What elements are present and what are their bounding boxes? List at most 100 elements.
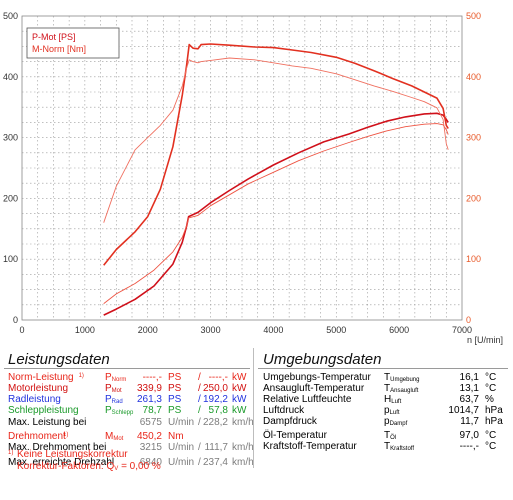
leistung-symbol: MMot (105, 431, 124, 442)
y-right-tick-label: 200 (466, 193, 481, 203)
leistung-row: Norm-Leistung 1) PNorm ----,- PS / ----,- kW (8, 372, 254, 384)
umgebung-label: Ansaugluft-Temperatur (263, 383, 365, 394)
x-tick-label: 4000 (263, 325, 283, 335)
leistung-value-1: 261,3 (136, 394, 162, 405)
x-tick-label: 1000 (75, 325, 95, 335)
leistung-value-2: 192,2 (202, 394, 228, 405)
leistung-value-1: 6840 (139, 457, 162, 468)
x-tick-label: 5000 (326, 325, 346, 335)
umgebung-symbol-sub: Ansaugluft (390, 388, 419, 394)
leistung-row: Radleistung PRad 261,3 PS /192,2 kW (8, 394, 254, 406)
y-left-tick-label: 400 (3, 72, 18, 82)
leistung-symbol: PSchlepp (105, 405, 134, 416)
footnote-korrektur-value: = 0,00 % (121, 461, 161, 472)
leistung-unit-2: km/h (232, 457, 254, 468)
umgebung-symbol: TÖl (384, 430, 397, 441)
leistung-unit-1: PS (168, 394, 182, 405)
leistung-separator: / (198, 394, 201, 405)
umgebung-label: Relative Luftfeuchte (263, 394, 352, 405)
umgebung-unit: °C (485, 372, 497, 383)
umgebung-row: Relative Luftfeuchte HLuft 63,7% (263, 394, 508, 406)
umgebung-symbol-sub: Luft (389, 410, 400, 416)
umgebung-row: Kraftstoff-Temperatur TKraftstoff ----,- °C (263, 441, 508, 453)
footnote-korrektur-sub: V (114, 466, 119, 472)
leistung-label: Max. Leistung bei (8, 417, 87, 428)
y-right-tick-label: 100 (466, 254, 481, 264)
umgebung-row: Ansaugluft-Temperatur TAnsaugluft 13,1 °C (263, 383, 508, 395)
umgebung-unit: °C (485, 441, 497, 452)
panel-separator (253, 348, 254, 468)
leistung-unit-1: U/min (168, 417, 195, 428)
y-left-tick-label: 100 (3, 254, 18, 264)
series-line-1 (103, 112, 449, 316)
umgebung-symbol-sub: Öl (390, 435, 397, 441)
x-tick-label: 3000 (201, 325, 221, 335)
umgebungsdaten-divider (258, 368, 508, 369)
leistung-separator: / (198, 372, 201, 383)
series-line-4 (103, 57, 449, 223)
umgebung-symbol: pLuft (384, 405, 400, 416)
leistung-value-1: 6575 (139, 417, 162, 428)
footnote-korrektur: Korrektur-Faktoren: QV = 0,00 % (17, 461, 161, 475)
leistung-unit-1: PS (168, 372, 182, 383)
leistung-row: Max. erreichte Drehzahl 6840 U/min/237,4 km… (8, 457, 254, 469)
leistung-unit-2: kW (232, 394, 247, 405)
legend-entry-power: P-Mot [PS] (32, 32, 76, 42)
leistung-value-1: ----,- (142, 372, 162, 383)
leistung-unit-1: U/min (168, 457, 195, 468)
y-left-tick-label: 0 (13, 315, 18, 325)
leistung-symbol-sub: Mot (113, 436, 124, 442)
leistung-footnote-mark: 1) (63, 432, 69, 438)
leistung-unit-2: km/h (232, 417, 254, 428)
leistung-value-2: 57,8 (208, 405, 228, 416)
leistung-separator: / (198, 405, 201, 416)
leistung-separator: / (198, 417, 201, 428)
leistung-symbol: PNorm (105, 372, 127, 383)
umgebung-value: 97,0 (459, 430, 479, 441)
leistung-separator: / (198, 457, 201, 468)
leistungsdaten-divider (4, 368, 250, 369)
umgebung-value: 1014,7 (448, 405, 479, 416)
y-right-tick-label: 500 (466, 11, 481, 21)
leistung-value-1: 3215 (139, 442, 162, 453)
umgebung-value: 11,7 (460, 416, 479, 427)
leistung-value-2: 237,4 (202, 457, 228, 468)
umgebung-symbol: TUmgebung (384, 372, 420, 383)
leistung-separator: / (198, 383, 201, 394)
dyno-chart: 0 100 200 300 400 500 0 100 200 300 400 500 0 1000 200… (3, 11, 503, 345)
footnote-line1: 1) Keine Leistungskorrektur (8, 449, 248, 461)
footnote-korrektur-label: Korrektur-Faktoren: Q (17, 461, 115, 472)
leistung-label: Drehmoment (8, 431, 66, 442)
y-left-tick-label: 300 (3, 133, 18, 143)
leistung-unit-2: kW (232, 405, 247, 416)
umgebung-symbol-sub: Umgebung (390, 377, 420, 383)
leistung-label: Schleppleistung (8, 405, 79, 416)
leistung-label: Motorleistung (8, 383, 69, 394)
umgebung-label: Kraftstoff-Temperatur (263, 441, 357, 452)
leistung-row: Motorleistung PMot 339,9 PS /250,0 kW (8, 383, 254, 395)
leistung-label: Max. Drehmoment bei (8, 442, 107, 453)
leistung-label: Radleistung (8, 394, 61, 405)
footnote-text: Keine Leistungskorrektur (17, 449, 128, 460)
y-right-tick-label: 0 (466, 315, 471, 325)
x-tick-label: 0 (19, 325, 24, 335)
umgebung-label: Luftdruck (263, 405, 305, 416)
umgebung-unit: °C (485, 430, 497, 441)
umgebung-row: Öl-Temperatur TÖl 97,0 °C (263, 430, 508, 442)
leistung-value-2: 111,7 (204, 442, 228, 453)
leistung-symbol-sub: Rad (111, 399, 123, 405)
umgebung-label: Öl-Temperatur (263, 430, 327, 441)
leistung-value-2: ----,- (208, 372, 228, 383)
legend-entry-torque: M-Norm [Nm] (32, 44, 86, 54)
umgebung-symbol-sub: Luft (391, 399, 402, 405)
leistung-value-1: 450,2 (136, 431, 162, 442)
umgebung-row: Umgebungs-Temperatur TUmgebung 16,1 °C (263, 372, 508, 384)
leistung-symbol-sub: Mot (111, 388, 122, 394)
leistung-symbol-sub: Norm (111, 377, 127, 383)
umgebung-label: Umgebungs-Temperatur (263, 372, 371, 383)
x-tick-label: 2000 (138, 325, 158, 335)
umgebung-value: 16,1 (459, 372, 479, 383)
x-axis-label: n [U/min] (467, 335, 503, 345)
umgebung-value: 63,7 (459, 394, 479, 405)
